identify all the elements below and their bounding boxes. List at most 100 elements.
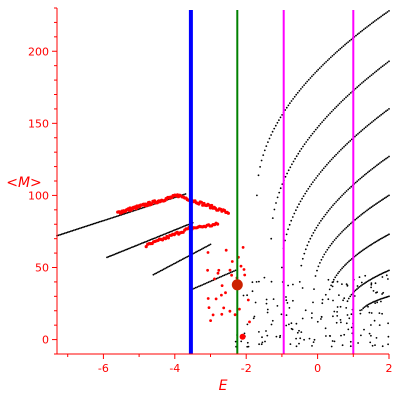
black-data-point [341, 99, 344, 102]
black-data-point [365, 281, 368, 284]
black-data-point [347, 188, 350, 191]
black-data-point [77, 227, 80, 230]
black-data-point [369, 122, 372, 125]
black-data-point [292, 283, 294, 286]
black-data-point [387, 278, 389, 280]
black-data-point [326, 115, 328, 118]
black-data-point [377, 201, 380, 204]
black-data-point [335, 237, 337, 240]
black-data-point [372, 21, 375, 24]
black-data-point [332, 156, 334, 159]
black-data-point [384, 62, 387, 65]
black-data-point [209, 243, 212, 246]
black-data-point [362, 80, 365, 83]
red-data-point [206, 251, 210, 254]
x-tick-label: -4 [169, 362, 180, 375]
black-data-point [355, 34, 357, 37]
black-data-point [371, 167, 374, 170]
black-data-point [362, 307, 365, 310]
black-data-point [302, 145, 304, 148]
black-data-point [316, 320, 319, 323]
black-data-point [97, 221, 100, 224]
black-data-point [142, 241, 145, 244]
black-data-point [362, 175, 365, 178]
black-data-point [69, 230, 72, 233]
black-data-point [343, 333, 346, 336]
black-data-point [375, 19, 378, 21]
black-data-point [367, 305, 369, 308]
black-data-point [349, 295, 352, 298]
black-data-point [233, 270, 235, 272]
black-data-point [345, 226, 348, 229]
black-data-point [358, 32, 360, 34]
black-data-point [275, 202, 277, 204]
black-data-point [360, 214, 362, 216]
black-data-point [98, 220, 101, 223]
black-data-point [286, 302, 289, 304]
red-data-point [230, 273, 234, 277]
black-data-point [285, 314, 288, 316]
black-data-point [117, 215, 120, 217]
black-data-point [336, 199, 339, 202]
black-data-point [246, 341, 249, 344]
red-data-point [226, 211, 230, 215]
black-data-point [385, 12, 387, 15]
black-data-point [345, 42, 348, 45]
black-data-point [321, 217, 324, 220]
black-data-point [329, 112, 331, 115]
black-data-point [370, 324, 372, 326]
black-data-point [318, 67, 321, 69]
black-data-point [382, 291, 385, 294]
black-data-point [57, 234, 60, 237]
red-data-point [220, 293, 223, 297]
black-data-point [388, 269, 390, 272]
black-data-point [164, 233, 167, 235]
black-data-point [116, 252, 118, 255]
black-data-point [298, 329, 300, 332]
black-data-point [388, 233, 390, 236]
black-data-point [329, 160, 331, 163]
black-data-point [251, 281, 254, 284]
black-data-point [364, 282, 366, 284]
black-data-point [363, 173, 366, 176]
black-data-point [385, 270, 388, 273]
black-data-point [369, 278, 372, 281]
y-tick-label: 200 [28, 45, 49, 58]
red-data-point [216, 222, 220, 226]
black-data-point [370, 334, 372, 337]
black-data-point [138, 208, 141, 210]
black-data-point [308, 136, 311, 139]
black-data-point [258, 280, 260, 283]
black-data-point [348, 93, 351, 96]
black-data-point [365, 172, 368, 175]
black-data-point [347, 297, 350, 300]
black-data-point [71, 229, 74, 232]
black-data-point [340, 334, 342, 337]
black-data-point [260, 343, 263, 346]
black-data-point [333, 155, 336, 158]
black-data-point [65, 231, 68, 234]
red-data-point [146, 203, 150, 207]
black-data-point [329, 56, 332, 59]
black-data-point [326, 211, 328, 214]
black-data-point [152, 273, 155, 276]
black-data-point [103, 219, 106, 222]
black-data-point [386, 295, 389, 298]
black-data-point [302, 195, 305, 198]
black-data-point [326, 163, 328, 166]
black-data-point [304, 82, 307, 85]
black-data-point [350, 185, 353, 188]
black-data-point [343, 297, 346, 300]
red-data-point [224, 291, 227, 295]
black-data-point [168, 231, 171, 234]
black-data-point [324, 213, 327, 216]
black-data-point [68, 230, 71, 233]
black-data-point [288, 323, 290, 326]
black-data-point [307, 241, 310, 243]
black-data-point [332, 109, 335, 111]
black-data-point [383, 13, 386, 16]
black-data-point [312, 232, 315, 234]
black-data-point [281, 114, 283, 116]
black-data-point [285, 324, 288, 327]
black-data-point [228, 272, 231, 275]
